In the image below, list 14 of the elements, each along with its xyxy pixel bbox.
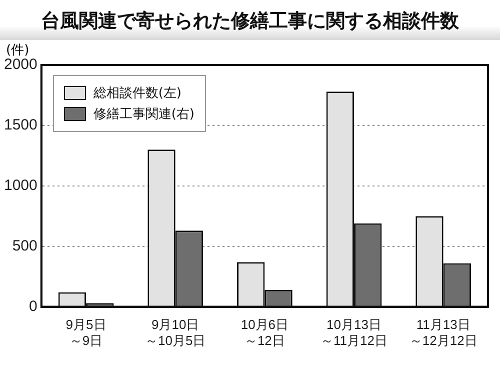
legend-label: 総相談件数(左) — [93, 85, 182, 102]
y-tick-label: 1000 — [4, 177, 38, 194]
chart-title: 台風関連で寄せられた修繕工事に関する相談件数 — [0, 4, 500, 40]
x-tick-label: 10月13日～11月12日 — [320, 317, 388, 348]
x-tick-label: 11月13日～12月12日 — [409, 317, 478, 348]
y-tick-label: 0 — [29, 298, 38, 315]
x-tick-label: 9月10日～10月5日 — [145, 317, 206, 348]
y-axis-title: (件) — [6, 42, 30, 58]
x-tick-label: 10月6日～12日 — [240, 317, 289, 348]
y-tick-label: 500 — [12, 237, 38, 254]
y-tick-label: 1500 — [4, 116, 38, 134]
legend-label: 修繕工事関連(右) — [93, 106, 195, 123]
x-tick-label: 9月5日～9日 — [66, 317, 106, 348]
y-tick-label: 2000 — [4, 56, 38, 74]
